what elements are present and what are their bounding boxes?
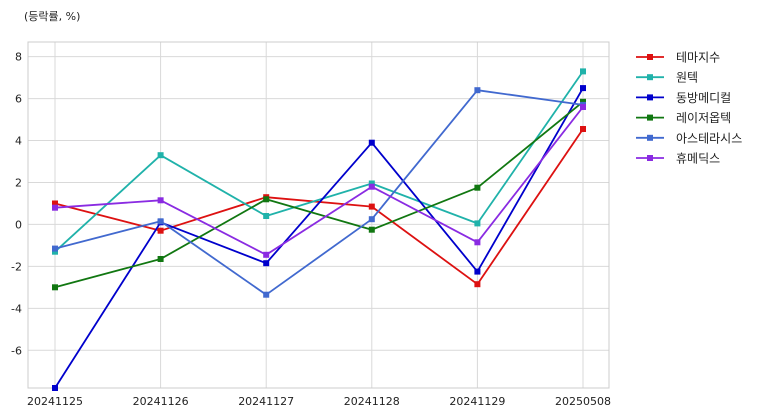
data-point xyxy=(368,216,375,223)
data-point xyxy=(580,98,586,105)
y-tick-label: 2 xyxy=(15,176,22,189)
series-line xyxy=(54,70,584,253)
data-point xyxy=(580,104,586,110)
y-tick-label: -4 xyxy=(11,302,22,315)
y-tick-label: -2 xyxy=(11,260,22,273)
legend-marker xyxy=(647,114,653,121)
data-point xyxy=(157,152,164,159)
x-tick-label: 20241129 xyxy=(449,395,505,408)
y-axis: -6 -4 -2 0 2 4 6 8 xyxy=(11,51,22,358)
data-point xyxy=(368,226,375,233)
data-point xyxy=(52,248,58,255)
data-point xyxy=(580,126,586,132)
data-point xyxy=(157,197,164,204)
legend-item: 테마지수 xyxy=(636,51,720,65)
legend-marker xyxy=(647,134,653,141)
data-point xyxy=(368,139,375,146)
legend-marker xyxy=(647,54,653,60)
data-point xyxy=(263,291,270,298)
legend-item: 휴메딕스 xyxy=(636,152,720,166)
data-point xyxy=(474,184,481,191)
data-point xyxy=(474,220,481,227)
y-tick-label: -6 xyxy=(11,344,22,357)
plot-frame xyxy=(27,41,610,389)
data-point xyxy=(263,260,270,267)
x-tick-label: 20241125 xyxy=(27,395,83,408)
series-4 xyxy=(52,98,586,291)
series-line xyxy=(54,106,584,256)
data-point xyxy=(580,85,586,92)
legend-marker xyxy=(647,155,653,161)
data-point xyxy=(157,256,164,262)
data-point xyxy=(52,245,58,252)
series-2 xyxy=(52,68,586,255)
legend-label: 동방메디컬 xyxy=(676,91,731,105)
x-tick-label: 20241128 xyxy=(344,395,400,408)
data-point xyxy=(263,196,270,203)
data-point xyxy=(52,200,58,207)
data-point xyxy=(157,227,164,234)
series-line xyxy=(54,101,584,289)
x-tick-label: 20250508 xyxy=(555,395,611,408)
data-point xyxy=(368,180,375,187)
data-point xyxy=(474,268,481,275)
data-point xyxy=(157,218,164,225)
x-tick-label: 20241126 xyxy=(133,395,189,408)
series-line xyxy=(54,128,584,286)
data-point xyxy=(474,239,481,246)
data-point xyxy=(52,284,58,291)
data-point xyxy=(474,281,481,288)
legend-item: 레이저옵텍 xyxy=(636,111,731,125)
unit-label: (등락률, %) xyxy=(24,10,80,23)
y-tick-label: 4 xyxy=(15,135,22,148)
data-point xyxy=(580,68,586,75)
data-point xyxy=(52,385,58,391)
data-point xyxy=(368,183,375,190)
legend-label: 원텍 xyxy=(676,71,698,85)
series-line xyxy=(54,89,584,296)
legend-marker xyxy=(647,94,653,101)
x-axis: 20241125 20241126 20241127 20241128 20241129… xyxy=(27,395,611,408)
series-3 xyxy=(52,85,586,391)
legend-label: 레이저옵텍 xyxy=(676,111,731,125)
legend-label: 아스테라시스 xyxy=(676,131,742,145)
legend-item: 원텍 xyxy=(636,71,698,85)
data-point xyxy=(263,251,270,258)
grid xyxy=(28,42,609,388)
data-point xyxy=(263,213,270,219)
series-line xyxy=(54,87,584,389)
legend-item: 아스테라시스 xyxy=(636,131,742,145)
legend-label: 테마지수 xyxy=(676,51,720,65)
data-point xyxy=(368,203,375,210)
series-6 xyxy=(52,104,586,258)
legend-label: 휴메딕스 xyxy=(676,152,720,166)
x-tick-label: 20241127 xyxy=(238,395,294,408)
y-tick-label: 0 xyxy=(15,218,22,231)
legend-item: 동방메디컬 xyxy=(636,91,731,105)
legend-marker xyxy=(647,74,653,81)
y-tick-label: 6 xyxy=(15,93,22,106)
series-lines xyxy=(52,68,586,391)
data-point xyxy=(52,204,58,211)
data-point xyxy=(474,87,481,94)
y-tick-label: 8 xyxy=(15,51,22,64)
